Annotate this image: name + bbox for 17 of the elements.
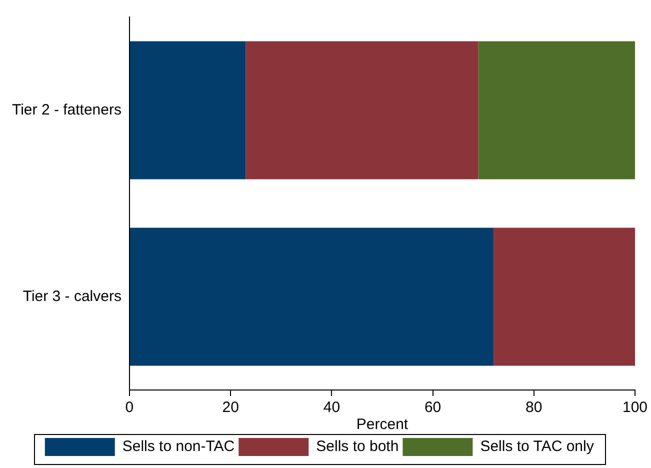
bar bbox=[246, 41, 478, 180]
bar bbox=[130, 228, 494, 366]
bar bbox=[478, 41, 635, 180]
legend-label: Sells to TAC only bbox=[480, 438, 594, 456]
y-tick-label: Tier 2 - fatteners bbox=[12, 101, 122, 118]
legend-label: Sells to both bbox=[316, 438, 399, 456]
bar bbox=[130, 41, 246, 180]
x-axis-title: Percent bbox=[356, 416, 409, 434]
x-tick-label: 0 bbox=[125, 399, 134, 416]
x-tick-label: 20 bbox=[222, 399, 239, 416]
legend-label: Sells to non-TAC bbox=[122, 438, 235, 456]
bar bbox=[493, 228, 635, 366]
x-tick-label: 100 bbox=[622, 399, 648, 416]
x-tick-label: 60 bbox=[424, 399, 442, 416]
y-tick-label: Tier 3 - calvers bbox=[22, 288, 122, 305]
x-tick-label: 40 bbox=[323, 399, 340, 416]
x-tick-label: 80 bbox=[526, 399, 542, 416]
